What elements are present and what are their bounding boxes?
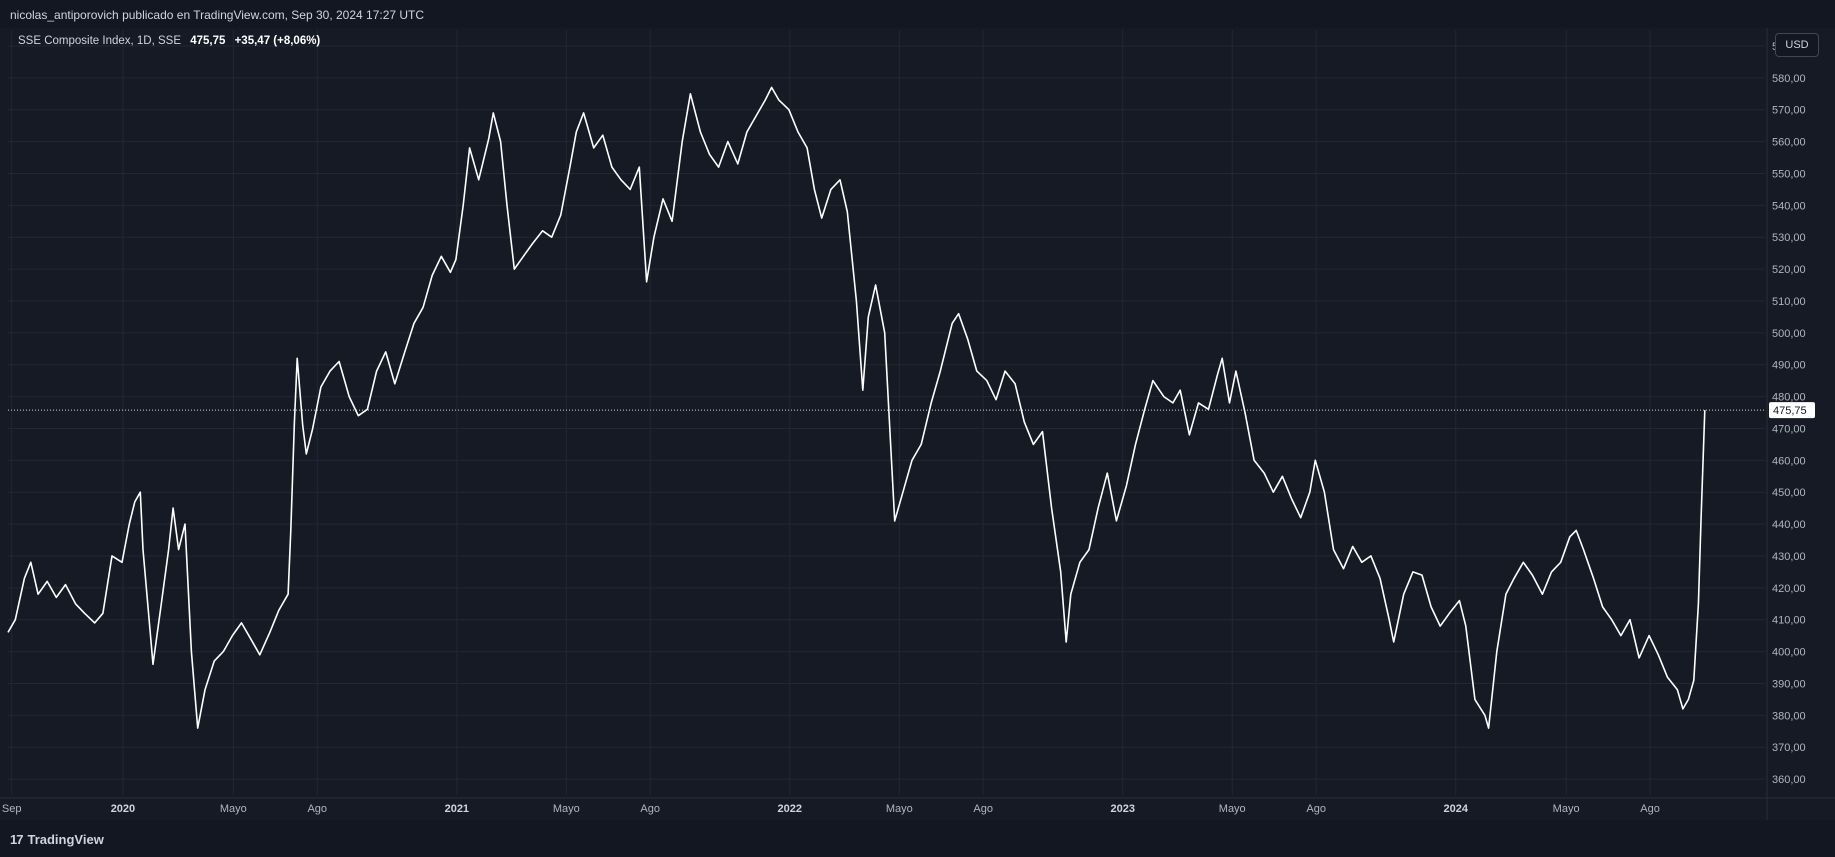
publisher-text: nicolas_antiporovich publicado en Tradin… [10,8,425,22]
x-tick-label: 2024 [1444,803,1469,815]
y-tick-label: 380,00 [1772,710,1806,722]
last-price-badge-bg [1769,402,1815,419]
y-tick-label: 370,00 [1772,742,1806,754]
y-tick-label: 480,00 [1772,392,1806,404]
x-tick-label: Mayo [1553,803,1580,815]
x-tick-label: 2022 [778,803,802,815]
x-tick-label: 2021 [445,803,469,815]
y-tick-label: 470,00 [1772,423,1806,435]
y-tick-label: 360,00 [1772,774,1806,786]
x-tick-label: 2023 [1111,803,1135,815]
chart-frame[interactable] [0,28,1835,820]
last-value: 475,75 [190,35,226,47]
y-tick-label: 400,00 [1772,647,1806,659]
y-tick-label: 420,00 [1772,583,1806,595]
series-line-sse-composite [7,86,1706,729]
x-tick-label: Ago [973,803,993,815]
y-tick-label: 460,00 [1772,455,1806,467]
x-tick-label: Mayo [220,803,247,815]
last-price-label: 475,75 [1773,405,1807,417]
y-tick-label: 390,00 [1772,678,1806,690]
x-tick-label: Ago [1640,803,1660,815]
y-tick-label: 410,00 [1772,615,1806,627]
x-tick-label: Ago [1306,803,1326,815]
x-tick-label: Ago [307,803,327,815]
publisher-bar: nicolas_antiporovich publicado en Tradin… [0,0,1835,28]
symbol-legend[interactable]: SSE Composite Index, 1D, SSE 475,75 +35,… [18,35,320,47]
x-tick-label: Sep [2,803,22,815]
y-tick-label: 440,00 [1772,519,1806,531]
tradingview-logo-text: TradingView [27,832,104,847]
chart-grid [0,28,1835,820]
tradingview-logo[interactable]: 17 TradingView [10,832,104,847]
footer-bar [0,820,1835,857]
currency-button[interactable]: USD [1775,33,1819,57]
y-tick-label: 570,00 [1772,105,1806,117]
y-tick-label: 560,00 [1772,137,1806,149]
y-tick-label: 510,00 [1772,296,1806,308]
y-tick-label: 540,00 [1772,200,1806,212]
y-axis-labels: 360,00 370,00 380,00 390,00 400,00 410,00 420,… [1772,41,1806,786]
y-tick-label: 490,00 [1772,360,1806,372]
x-tick-label: 2020 [111,803,135,815]
x-tick-label: Mayo [1219,803,1246,815]
y-tick-label: 580,00 [1772,73,1806,85]
y-tick-label: 550,00 [1772,168,1806,180]
x-tick-label: Mayo [553,803,580,815]
y-tick-label: 520,00 [1772,264,1806,276]
y-tick-label: 430,00 [1772,551,1806,563]
tradingview-logo-icon: 17 [10,832,24,847]
last-price-badge: 475,75 [1769,402,1815,419]
x-axis-labels: Sep 2020 Mayo Ago 2021 Mayo Ago 2022 Mayo Ago 2023… [2,803,1660,815]
y-tick-label: 530,00 [1772,232,1806,244]
x-tick-label: Mayo [886,803,913,815]
y-tick-label: 450,00 [1772,487,1806,499]
change-value: +35,47 (+8,06%) [234,35,321,47]
x-tick-label: Ago [640,803,660,815]
symbol-name: SSE Composite Index, 1D, SSE [18,35,181,47]
y-tick-label: 500,00 [1772,328,1806,340]
